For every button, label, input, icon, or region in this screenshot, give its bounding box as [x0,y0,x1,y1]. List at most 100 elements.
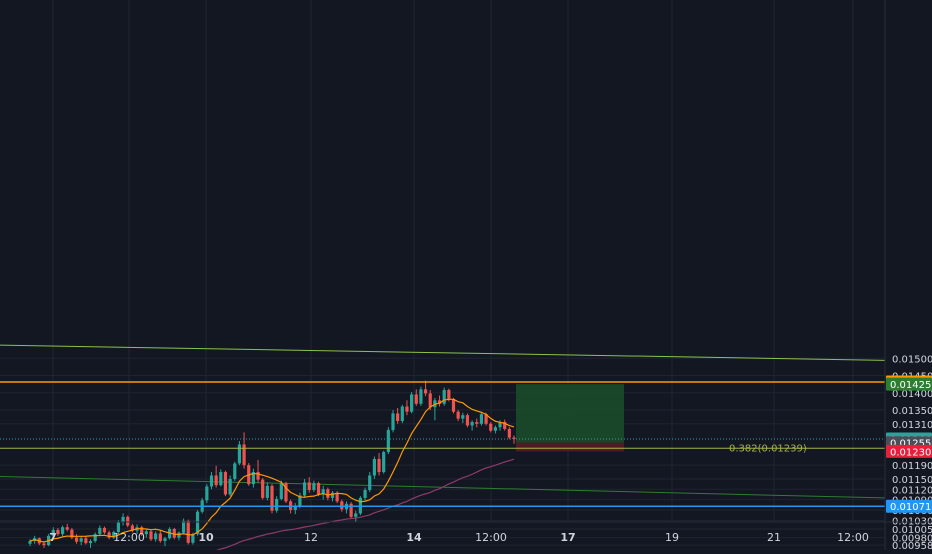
candle[interactable] [130,523,134,533]
candle[interactable] [507,427,511,440]
y-tick-label: 0.01500 [892,354,932,365]
candle[interactable] [88,539,93,548]
candle[interactable] [56,527,60,536]
candle[interactable] [470,420,474,431]
position-zones[interactable] [516,384,624,452]
candle[interactable] [363,487,367,501]
candle[interactable] [307,477,311,493]
candle[interactable] [330,491,335,502]
candle[interactable] [140,525,144,536]
candle[interactable] [251,468,255,488]
candle[interactable] [503,419,507,431]
candle[interactable] [158,530,162,543]
candle-body [116,522,121,533]
candle[interactable] [512,435,516,444]
candle[interactable] [400,404,404,424]
candle[interactable] [284,481,288,504]
candle[interactable] [98,525,102,536]
candle[interactable] [414,389,418,406]
candle[interactable] [279,480,283,501]
candle[interactable] [354,510,358,523]
candle[interactable] [121,513,125,526]
candle[interactable] [60,525,65,537]
candle[interactable] [326,487,330,501]
horizontal-levels[interactable]: 0.382(0.01239) [0,381,885,507]
candle[interactable] [93,532,97,543]
candle[interactable] [265,482,269,501]
candle-body [428,393,432,408]
take-profit-price-badge[interactable]: 0.01425 [886,377,932,392]
candle[interactable] [368,472,372,493]
candle[interactable] [116,520,121,535]
candle[interactable] [372,456,376,479]
candle[interactable] [205,484,209,504]
candle[interactable] [349,502,353,519]
candle-body [205,486,209,501]
candle[interactable] [65,523,69,532]
candle[interactable] [42,541,46,548]
candle[interactable] [396,407,400,424]
candle[interactable] [377,453,381,476]
candle[interactable] [84,535,88,545]
candle[interactable] [419,386,423,406]
candle[interactable] [479,411,484,426]
candle[interactable] [144,529,148,538]
candle[interactable] [112,530,116,539]
candlestick-series[interactable] [28,380,516,548]
candle[interactable] [228,475,232,497]
candle[interactable] [493,425,497,434]
candle[interactable] [302,478,307,497]
candle[interactable] [70,527,74,540]
support-price-badge[interactable]: 0.01071 [886,499,932,513]
candle[interactable] [79,536,83,546]
upper-trendline[interactable] [0,344,886,361]
candle[interactable] [423,380,428,397]
candle[interactable] [51,527,55,538]
candle[interactable] [261,477,265,500]
price-axis[interactable]: 0.015000.014500.014000.013500.013100.011… [884,0,932,552]
candle[interactable] [386,427,390,455]
candle[interactable] [242,432,246,469]
candle[interactable] [451,397,456,414]
candle[interactable] [181,518,186,535]
candle[interactable] [489,422,493,433]
candle[interactable] [391,409,395,433]
candle[interactable] [456,409,460,422]
candle[interactable] [154,531,158,542]
candle[interactable] [293,503,297,515]
candle[interactable] [209,472,214,490]
candle[interactable] [465,413,470,428]
candle[interactable] [442,387,446,406]
candle[interactable] [410,392,414,414]
candle[interactable] [275,496,279,513]
candle[interactable] [102,526,107,535]
candle[interactable] [186,519,190,545]
candle[interactable] [405,400,409,416]
candle[interactable] [321,485,325,500]
candle[interactable] [223,470,228,497]
stop-loss-zone[interactable] [516,442,624,452]
stop-loss-price-badge[interactable]: 0.01230 [886,444,932,459]
candle[interactable] [177,531,181,541]
candle[interactable] [312,480,316,493]
candle[interactable] [126,515,130,528]
candle[interactable] [233,461,237,481]
candle[interactable] [461,412,465,424]
candle[interactable] [214,465,218,488]
candle[interactable] [219,469,223,487]
candle-body [154,533,158,540]
take-profit-zone[interactable] [516,384,624,443]
time-axis[interactable]: 7 12:00 10 12 14 12:00 17 19 21 12:00 [0,521,932,544]
candle[interactable] [237,441,242,466]
candle[interactable] [382,450,386,474]
candle[interactable] [256,459,260,483]
candle[interactable] [475,418,479,428]
candle[interactable] [316,481,321,497]
candle[interactable] [107,530,111,540]
candle[interactable] [437,395,442,407]
candle[interactable] [163,536,167,547]
candle[interactable] [270,484,274,514]
candle[interactable] [149,529,153,542]
